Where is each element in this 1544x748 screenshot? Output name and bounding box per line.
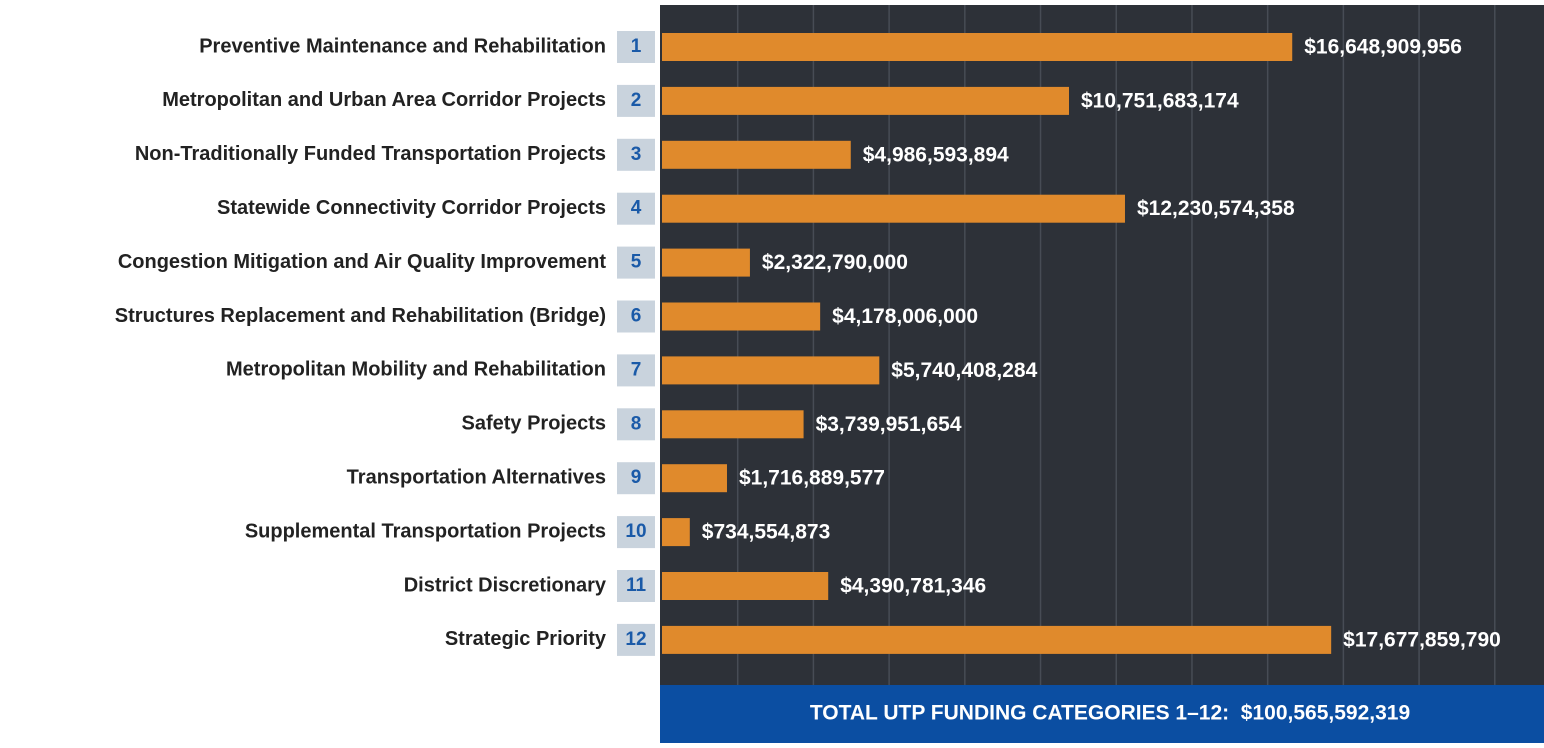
bar	[662, 302, 821, 331]
bar	[662, 625, 1332, 654]
bar	[662, 572, 829, 600]
number-badge	[617, 31, 655, 63]
value-label: $734,554,873	[702, 521, 830, 544]
number-badge	[617, 300, 655, 333]
category-number: 11	[626, 575, 647, 596]
category-number: 2	[631, 90, 642, 111]
category-number: 12	[625, 629, 646, 650]
number-badge	[617, 246, 655, 279]
bar	[662, 518, 690, 547]
category-label: Metropolitan and Urban Area Corridor Pro…	[162, 89, 606, 111]
number-badge	[617, 462, 655, 495]
category-number: 1	[631, 36, 642, 57]
total-banner	[660, 685, 1544, 743]
category-label: Congestion Mitigation and Air Quality Im…	[118, 251, 607, 273]
category-number: 10	[625, 521, 646, 542]
number-badge	[617, 138, 655, 171]
value-label: $16,648,909,956	[1304, 36, 1462, 59]
number-badge	[617, 570, 655, 602]
bar	[662, 410, 804, 439]
category-number: 6	[631, 306, 642, 327]
value-label: $3,739,951,654	[816, 413, 962, 436]
category-label: Metropolitan Mobility and Rehabilitation	[226, 359, 606, 381]
category-number: 7	[631, 359, 642, 380]
category-number: 8	[631, 413, 642, 434]
number-badge	[617, 516, 655, 549]
bar	[662, 86, 1069, 115]
category-number: 9	[631, 467, 642, 488]
value-label: $2,322,790,000	[762, 251, 908, 274]
value-label: $4,178,006,000	[832, 305, 978, 328]
category-label: Transportation Alternatives	[347, 466, 606, 488]
number-badge	[617, 192, 655, 225]
value-label: $4,390,781,346	[840, 575, 986, 598]
category-number: 5	[631, 252, 642, 273]
value-label: $1,716,889,577	[739, 467, 885, 490]
category-label: Statewide Connectivity Corridor Projects	[217, 197, 606, 219]
category-number: 3	[631, 144, 642, 165]
number-badge	[617, 84, 655, 117]
bar	[662, 33, 1293, 61]
value-label: $12,230,574,358	[1137, 197, 1295, 220]
value-label: $4,986,593,894	[863, 143, 1009, 166]
number-badge	[617, 354, 655, 387]
bar	[662, 194, 1125, 223]
bar	[662, 464, 727, 493]
bar	[662, 356, 880, 385]
category-label: Structures Replacement and Rehabilitatio…	[115, 305, 606, 327]
value-label: $5,740,408,284	[891, 359, 1037, 382]
number-badge	[617, 408, 655, 441]
total-annotation: TOTAL UTP FUNDING CATEGORIES 1–12: $100,…	[810, 702, 1410, 725]
value-label: $10,751,683,174	[1081, 89, 1239, 112]
category-label: Preventive Maintenance and Rehabilitatio…	[199, 35, 606, 57]
bar	[662, 248, 750, 277]
category-label: Supplemental Transportation Projects	[245, 520, 606, 542]
category-label: Safety Projects	[461, 413, 606, 435]
bar	[662, 140, 851, 169]
category-label: Non-Traditionally Funded Transportation …	[135, 143, 606, 165]
number-badge	[617, 623, 655, 656]
category-number: 4	[631, 198, 642, 219]
category-label: Strategic Priority	[445, 628, 607, 650]
category-label: District Discretionary	[404, 574, 607, 596]
value-label: $17,677,859,790	[1343, 628, 1501, 651]
